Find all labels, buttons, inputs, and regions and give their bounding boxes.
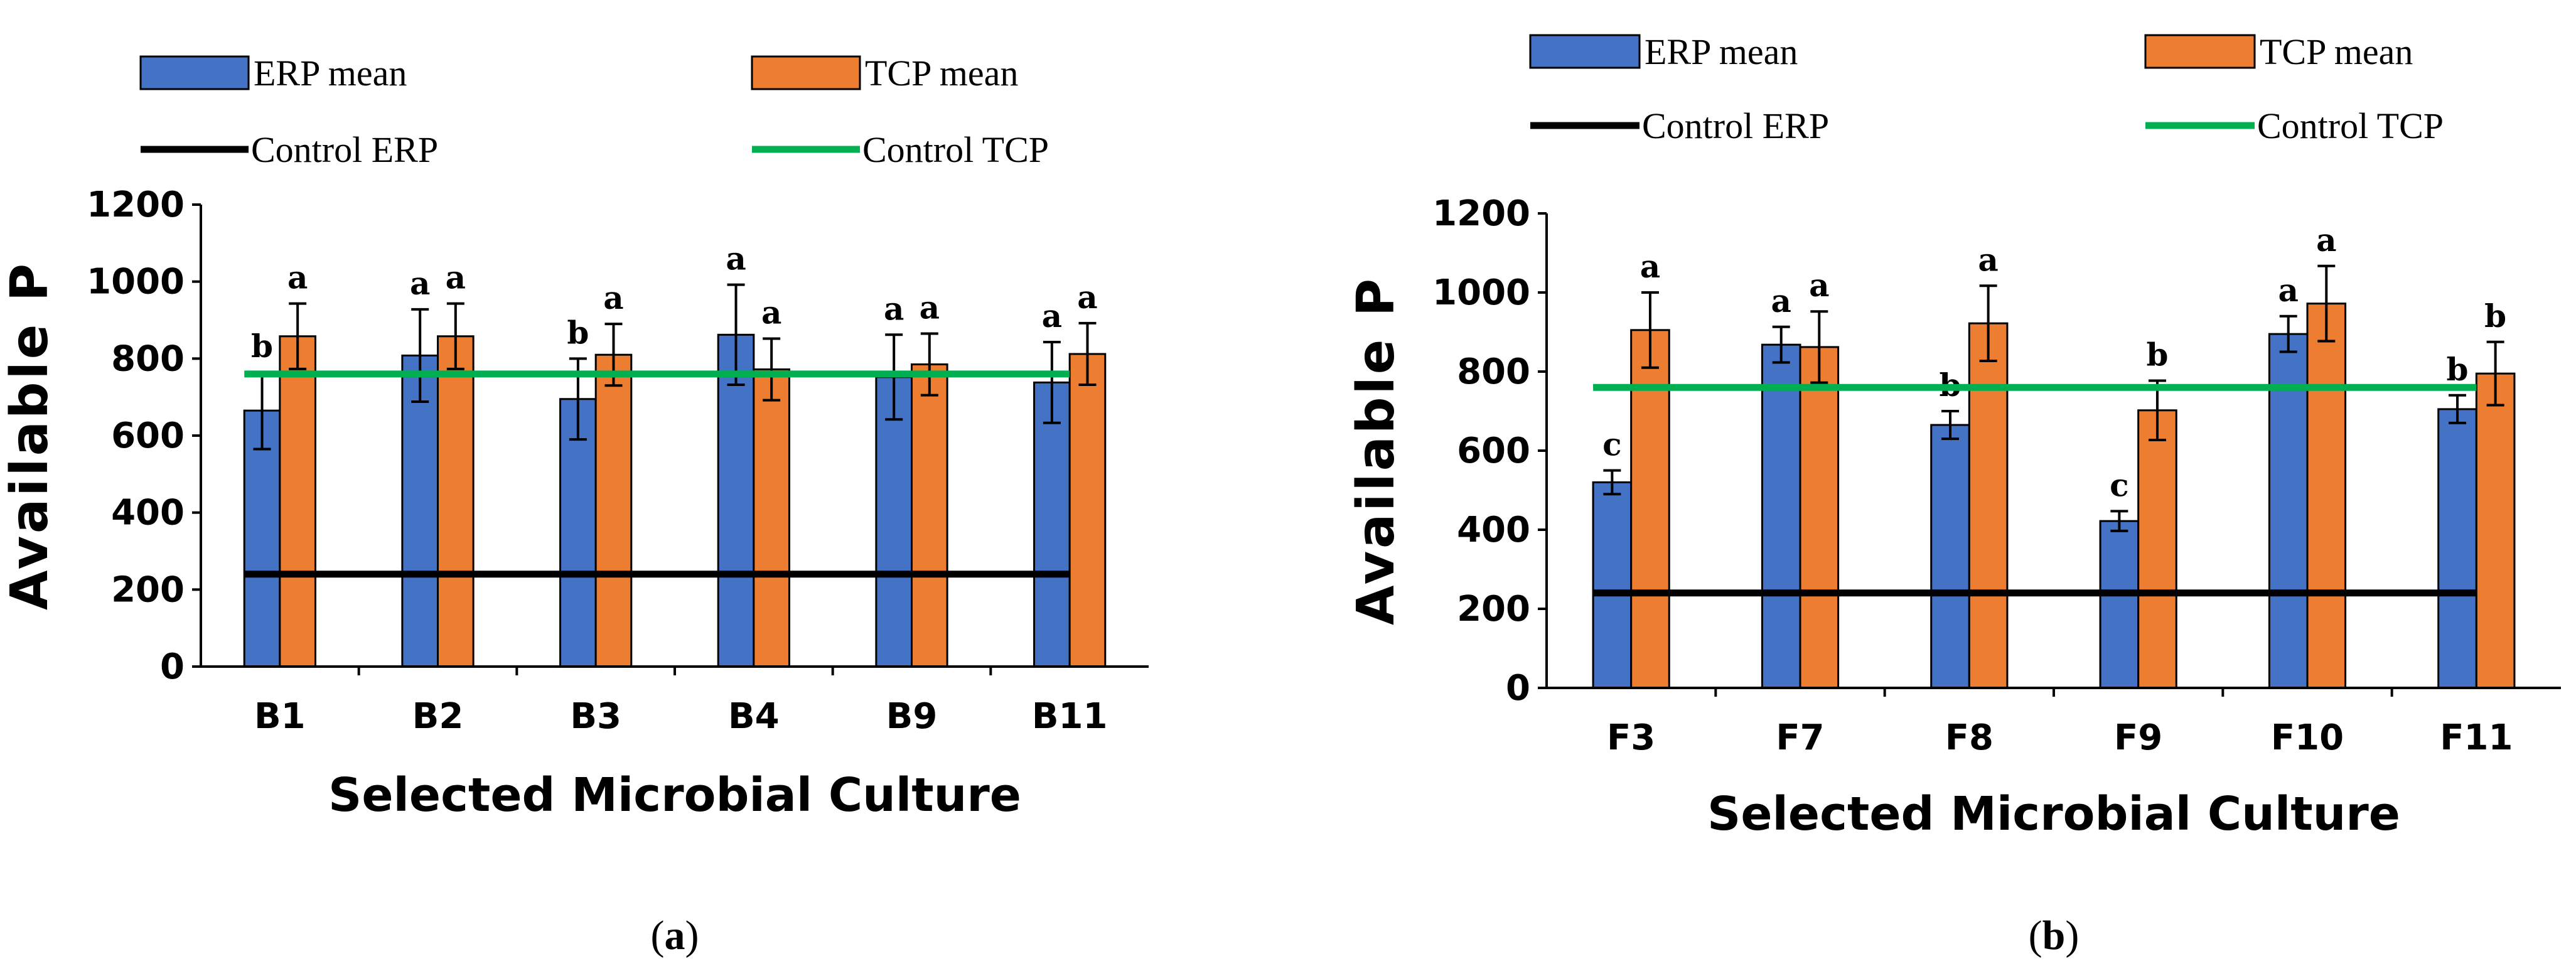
a-significance-letter-0-2: b [567,314,589,351]
b-bar-erp-f10 [2268,333,2309,689]
b-bar-erp-f3 [1592,481,1633,689]
b-bar-tcp-f10 [2306,303,2347,689]
b-bar-erp-f7 [1761,343,1801,689]
b-y-tick-label-400: 400 [1457,510,1530,550]
a-x-tick-label-1: B2 [412,696,464,737]
a-x-tick-label-0: B1 [254,696,306,737]
b-x-tick-label-1: F7 [1776,717,1824,758]
b-significance-letter-1-1: a [1809,267,1829,304]
b-panel-label: (b) [2029,913,2080,958]
a-legend-line-label-1: Control TCP [862,129,1049,170]
a-bar-tcp-b11 [1068,353,1107,668]
a-legend-label-1: TCP mean [865,53,1018,94]
a-significance-letter-0-4: a [884,290,904,327]
a-y-tick-label-800: 800 [111,338,185,379]
b-significance-letter-1-2: a [1978,241,1998,278]
b-legend-swatch-0 [1529,34,1641,69]
a-legend-label-0: ERP mean [254,53,407,94]
a-x-tick-label-5: B11 [1032,696,1108,737]
b-x-tick-label-2: F8 [1945,717,1994,758]
a-x-tick-label-2: B3 [570,696,621,737]
a-significance-letter-1-5: a [1077,279,1097,316]
b-y-axis-title: Available P [1346,276,1406,625]
b-x-tick-label-3: F9 [2114,717,2162,758]
a-y-axis-title: Available P [0,261,60,610]
b-y-tick-label-200: 200 [1457,589,1530,630]
b-bar-erp-f8 [1930,424,1970,689]
a-x-tick-label-3: B4 [728,696,780,737]
a-legend-swatch-1 [751,55,861,90]
a-y-tick-label-600: 600 [111,416,185,456]
b-bar-tcp-f8 [1968,322,2009,689]
a-panel-label: (a) [651,913,699,958]
a-x-tick-label-4: B9 [886,696,938,737]
a-bar-tcp-b1 [279,335,316,668]
a-bar-tcp-b3 [594,353,633,668]
b-legend-label-0: ERP mean [1645,31,1798,72]
b-x-tick-label-5: F11 [2440,717,2513,758]
a-significance-letter-1-4: a [920,289,940,326]
a-legend-swatch-0 [139,55,250,90]
a-significance-letter-0-1: a [410,265,430,302]
b-significance-letter-0-0: c [1602,426,1621,463]
a-bar-tcp-b2 [437,335,475,668]
b-y-tick-label-0: 0 [1506,668,1530,709]
b-x-tick-label-4: F10 [2271,717,2344,758]
a-significance-letter-0-5: a [1042,298,1062,335]
a-panel-letter: a [665,913,685,958]
b-significance-letter-0-4: a [2278,272,2298,309]
a-y-tick-label-1200: 1200 [87,185,185,225]
a-significance-letter-1-2: a [603,279,623,316]
a-significance-letter-1-1: a [446,259,466,296]
a-bar-tcp-b9 [911,363,948,668]
b-bar-tcp-f7 [1799,346,1840,689]
b-significance-letter-0-1: a [1771,282,1791,319]
b-y-tick-label-1200: 1200 [1432,193,1530,234]
b-significance-letter-1-0: a [1640,248,1660,285]
b-y-tick-label-600: 600 [1457,431,1530,471]
b-bar-tcp-f9 [2137,409,2177,689]
b-significance-letter-1-4: a [2316,222,2336,259]
a-significance-letter-1-0: a [287,259,308,296]
b-x-axis-title: Selected Microbial Culture [1707,787,2400,841]
a-y-tick-label-1000: 1000 [87,262,185,303]
b-bar-erp-f11 [2437,408,2477,689]
b-y-tick-label-800: 800 [1457,351,1530,392]
b-bar-erp-f9 [2099,520,2140,689]
a-significance-letter-0-3: a [726,240,746,277]
b-significance-letter-1-5: b [2484,298,2506,335]
b-legend-label-1: TCP mean [2260,31,2413,72]
a-significance-letter-0-0: b [251,328,273,365]
b-significance-letter-0-5: b [2447,351,2469,388]
b-legend-line-label-1: Control TCP [2257,105,2444,146]
a-y-tick-label-0: 0 [160,646,185,687]
b-x-tick-label-0: F3 [1607,717,1655,758]
b-panel-letter: b [2042,913,2066,958]
b-y-tick-label-1000: 1000 [1432,272,1530,313]
a-y-tick-label-200: 200 [111,569,185,610]
b-bar-tcp-f3 [1630,329,1670,689]
a-x-axis-title: Selected Microbial Culture [328,768,1021,822]
a-bar-tcp-b4 [753,368,790,668]
b-significance-letter-0-3: c [2110,466,2128,503]
b-legend-swatch-1 [2144,34,2256,69]
a-bar-erp-b11 [1033,381,1071,668]
b-significance-letter-1-3: b [2146,336,2168,373]
a-legend-line-label-0: Control ERP [251,129,438,170]
b-legend-line-label-0: Control ERP [1642,105,1829,146]
a-significance-letter-1-3: a [761,294,781,331]
b-bar-tcp-f11 [2475,372,2516,689]
a-y-tick-label-400: 400 [111,493,185,534]
